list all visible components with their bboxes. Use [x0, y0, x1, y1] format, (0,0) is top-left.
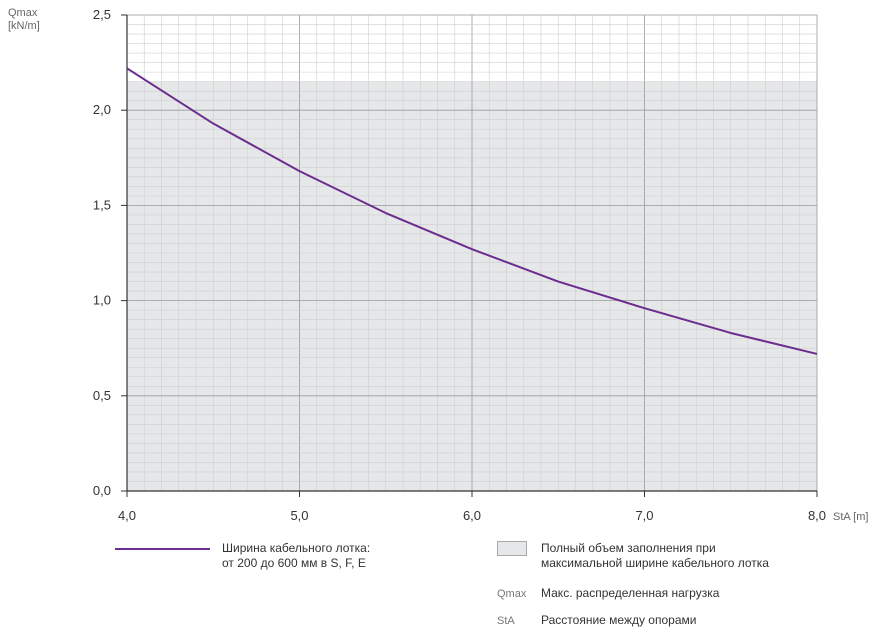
- y-tick-label: 1,5: [93, 197, 111, 212]
- series-line: [126, 67, 818, 355]
- tick-labels: 0,0 0,5 1,0 1,5 2,0 2,5 4,0 5,0 6,0 7,0 8,0: [93, 7, 826, 523]
- y-tick-label: 2,0: [93, 102, 111, 117]
- x-tick-label: 5,0: [290, 508, 308, 523]
- legend-line-swatch: [115, 548, 210, 550]
- series-layer: [126, 67, 818, 355]
- y-tick-label: 1,0: [93, 293, 111, 308]
- legend-fill-label: Полный объем заполнения при максимальной…: [541, 541, 769, 571]
- x-tick-label: 7,0: [635, 508, 653, 523]
- legend-sta-desc: Расстояние между опорами: [541, 613, 697, 627]
- y-axis-title-line2: [kN/m]: [8, 20, 40, 32]
- legend-qmax: Qmax: [497, 586, 526, 602]
- y-tick-label: 0,5: [93, 388, 111, 403]
- axes: [121, 14, 818, 497]
- legend-line-label: Ширина кабельного лотка: от 200 до 600 м…: [222, 541, 370, 571]
- x-tick-label: 6,0: [463, 508, 481, 523]
- y-tick-label: 0,0: [93, 483, 111, 498]
- x-axis-unit: StA [m]: [833, 511, 868, 523]
- legend-sta-abbr: StA: [497, 615, 515, 627]
- x-tick-label: 8,0: [808, 508, 826, 523]
- legend-fill-swatch: [497, 541, 527, 556]
- legend-qmax-abbr: Qmax: [497, 588, 527, 600]
- legend-line-label-2: от 200 до 600 мм в S, F, E: [222, 556, 366, 570]
- legend-fill-label-1: Полный объем заполнения при: [541, 541, 716, 555]
- grid-lines: [127, 15, 817, 491]
- legend-line-label-1: Ширина кабельного лотка:: [222, 541, 371, 555]
- legend-sta: StA: [497, 613, 515, 629]
- legend-qmax-desc: Макс. распределенная нагрузка: [541, 586, 720, 600]
- y-axis-title-line1: Qmax: [8, 7, 38, 19]
- y-tick-label: 2,5: [93, 7, 111, 22]
- x-tick-label: 4,0: [118, 508, 136, 523]
- legend-fill-label-2: максимальной ширине кабельного лотка: [541, 556, 769, 570]
